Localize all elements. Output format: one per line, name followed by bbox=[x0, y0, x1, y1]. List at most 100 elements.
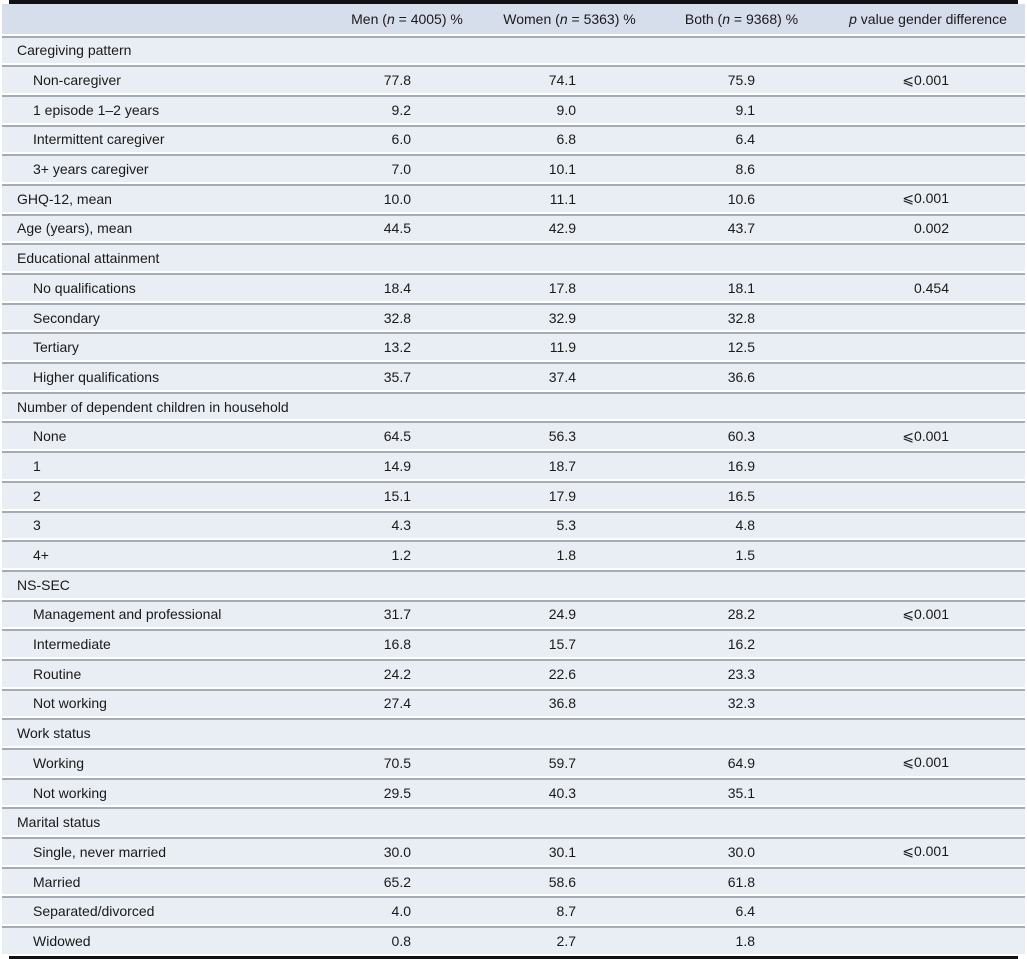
table-row: Tertiary 13.2 11.9 12.5 bbox=[2, 332, 1025, 361]
row-label: Educational attainment bbox=[17, 250, 160, 267]
table-row: Non-caregiver 77.8 74.1 75.9 ⩽0.001 bbox=[2, 65, 1025, 93]
cell-both-value: 64.9 bbox=[727, 754, 755, 771]
cell-both-value: 23.3 bbox=[727, 665, 755, 682]
cell-p-value: 0.002 bbox=[913, 220, 949, 237]
table-row: Not working 27.4 36.8 32.3 bbox=[2, 688, 1025, 717]
table-row: Not working 29.5 40.3 35.1 bbox=[2, 777, 1025, 806]
cell-men-value: 13.2 bbox=[383, 339, 411, 356]
header-both-n-symbol: n bbox=[722, 10, 731, 27]
table-row: None 64.5 56.3 60.3 ⩽0.001 bbox=[2, 421, 1025, 450]
table-bottom-border bbox=[9, 955, 1018, 959]
table-row: NS-SEC bbox=[2, 569, 1025, 598]
table-row: Routine 24.2 22.6 23.3 bbox=[2, 658, 1025, 687]
cell-women-value: 40.3 bbox=[548, 784, 576, 801]
row-label: 3 bbox=[33, 517, 41, 534]
header-women-text: Women ( bbox=[503, 10, 560, 27]
cell-men-value: 16.8 bbox=[383, 636, 411, 653]
row-label: GHQ-12, mean bbox=[17, 190, 112, 207]
table-row: Intermittent caregiver 6.0 6.8 6.4 bbox=[2, 124, 1025, 153]
row-label: Tertiary bbox=[33, 339, 79, 356]
cell-both-value: 10.6 bbox=[727, 190, 755, 207]
table-header-row: Men (n = 4005) % Women (n = 5363) % Both… bbox=[2, 4, 1025, 34]
cell-both-value: 32.8 bbox=[727, 309, 755, 326]
header-pvalue-text: value gender difference bbox=[856, 10, 1007, 27]
cell-men-value: 0.8 bbox=[391, 932, 411, 949]
row-label: 2 bbox=[33, 487, 41, 504]
table-row: No qualifications 18.4 17.8 18.1 0.454 bbox=[2, 273, 1025, 301]
cell-women-value: 17.8 bbox=[548, 279, 576, 296]
row-label: Work status bbox=[17, 725, 91, 742]
cell-men-value: 4.3 bbox=[391, 517, 411, 534]
cell-women-value: 56.3 bbox=[548, 428, 576, 445]
cell-p-value: ⩽0.001 bbox=[902, 71, 949, 88]
row-label: Age (years), mean bbox=[17, 220, 133, 237]
row-label: Not working bbox=[33, 784, 107, 801]
cell-men-value: 9.2 bbox=[391, 101, 411, 118]
cell-women-value: 37.4 bbox=[548, 368, 576, 385]
table-row: 3+ years caregiver 7.0 10.1 8.6 bbox=[2, 154, 1025, 182]
header-women-count: = 5363) % bbox=[567, 10, 636, 27]
header-women-n-symbol: n bbox=[559, 10, 568, 27]
cell-both-value: 1.8 bbox=[735, 932, 755, 949]
row-label: Married bbox=[33, 873, 81, 890]
row-label: 1 episode 1–2 years bbox=[33, 101, 160, 118]
cell-women-value: 11.9 bbox=[549, 339, 576, 356]
cell-women-value: 74.1 bbox=[548, 72, 576, 89]
cell-men-value: 32.8 bbox=[383, 309, 411, 326]
table-row: Higher qualifications 35.7 37.4 36.6 bbox=[2, 362, 1025, 390]
cell-both-value: 61.8 bbox=[727, 873, 755, 890]
row-label: Intermediate bbox=[33, 636, 111, 653]
row-label: None bbox=[33, 428, 67, 445]
header-men-text: Men ( bbox=[351, 10, 387, 27]
table-row: Marital status bbox=[2, 807, 1025, 836]
cell-men-value: 4.0 bbox=[391, 903, 411, 920]
cell-women-value: 32.9 bbox=[548, 309, 576, 326]
cell-both-value: 16.9 bbox=[727, 457, 755, 474]
header-both-count: = 9368) % bbox=[730, 10, 799, 27]
cell-p-value: ⩽0.001 bbox=[902, 605, 949, 622]
row-label: Not working bbox=[33, 695, 107, 712]
table-row: 2 15.1 17.9 16.5 bbox=[2, 480, 1025, 509]
row-label: Higher qualifications bbox=[33, 368, 160, 385]
cell-women-value: 2.7 bbox=[556, 932, 576, 949]
table-row: Separated/divorced 4.0 8.7 6.4 bbox=[2, 896, 1025, 925]
cell-women-value: 36.8 bbox=[548, 695, 576, 712]
cell-women-value: 9.0 bbox=[556, 101, 576, 118]
cell-both-value: 6.4 bbox=[735, 131, 755, 148]
cell-women-value: 1.8 bbox=[556, 547, 576, 564]
cell-p-value: ⩽0.001 bbox=[902, 754, 949, 771]
table-row: GHQ-12, mean 10.0 11.1 10.6 ⩽0.001 bbox=[2, 183, 1025, 212]
cell-women-value: 22.6 bbox=[548, 665, 576, 682]
cell-women-value: 30.1 bbox=[548, 843, 576, 860]
cell-both-value: 8.6 bbox=[735, 161, 755, 178]
cell-men-value: 65.2 bbox=[383, 873, 411, 890]
cell-men-value: 70.5 bbox=[383, 754, 411, 771]
table-row: Intermediate 16.8 15.7 16.2 bbox=[2, 629, 1025, 657]
cell-both-value: 1.5 bbox=[735, 547, 755, 564]
cell-both-value: 36.6 bbox=[727, 368, 755, 385]
cell-women-value: 18.7 bbox=[548, 457, 576, 474]
row-label: Secondary bbox=[33, 309, 100, 326]
row-label: Non-caregiver bbox=[33, 72, 121, 89]
cell-both-value: 9.1 bbox=[735, 101, 755, 118]
table-row: Age (years), mean 44.5 42.9 43.7 0.002 bbox=[2, 213, 1025, 242]
row-label: 1 bbox=[33, 457, 41, 474]
cell-p-value: 0.454 bbox=[913, 279, 949, 296]
header-pvalue-column: p value gender difference bbox=[831, 11, 1025, 27]
cell-both-value: 43.7 bbox=[727, 220, 755, 237]
cell-both-value: 32.3 bbox=[727, 695, 755, 712]
cell-both-value: 16.5 bbox=[727, 487, 755, 504]
cell-women-value: 5.3 bbox=[556, 517, 576, 534]
cell-women-value: 6.8 bbox=[556, 131, 576, 148]
cell-p-value: ⩽0.001 bbox=[902, 843, 949, 860]
table-body: Caregiving pattern Non-caregiver 77.8 74… bbox=[2, 35, 1025, 954]
row-label: Intermittent caregiver bbox=[33, 131, 165, 148]
cell-both-value: 75.9 bbox=[727, 72, 755, 89]
header-men-count: = 4005) % bbox=[394, 10, 463, 27]
row-label: Caregiving pattern bbox=[17, 42, 132, 59]
row-label: Marital status bbox=[17, 814, 101, 831]
cell-men-value: 6.0 bbox=[391, 131, 411, 148]
cell-men-value: 27.4 bbox=[383, 695, 411, 712]
table-row: 4+ 1.2 1.8 1.5 bbox=[2, 540, 1025, 568]
table-row: Work status bbox=[2, 718, 1025, 746]
